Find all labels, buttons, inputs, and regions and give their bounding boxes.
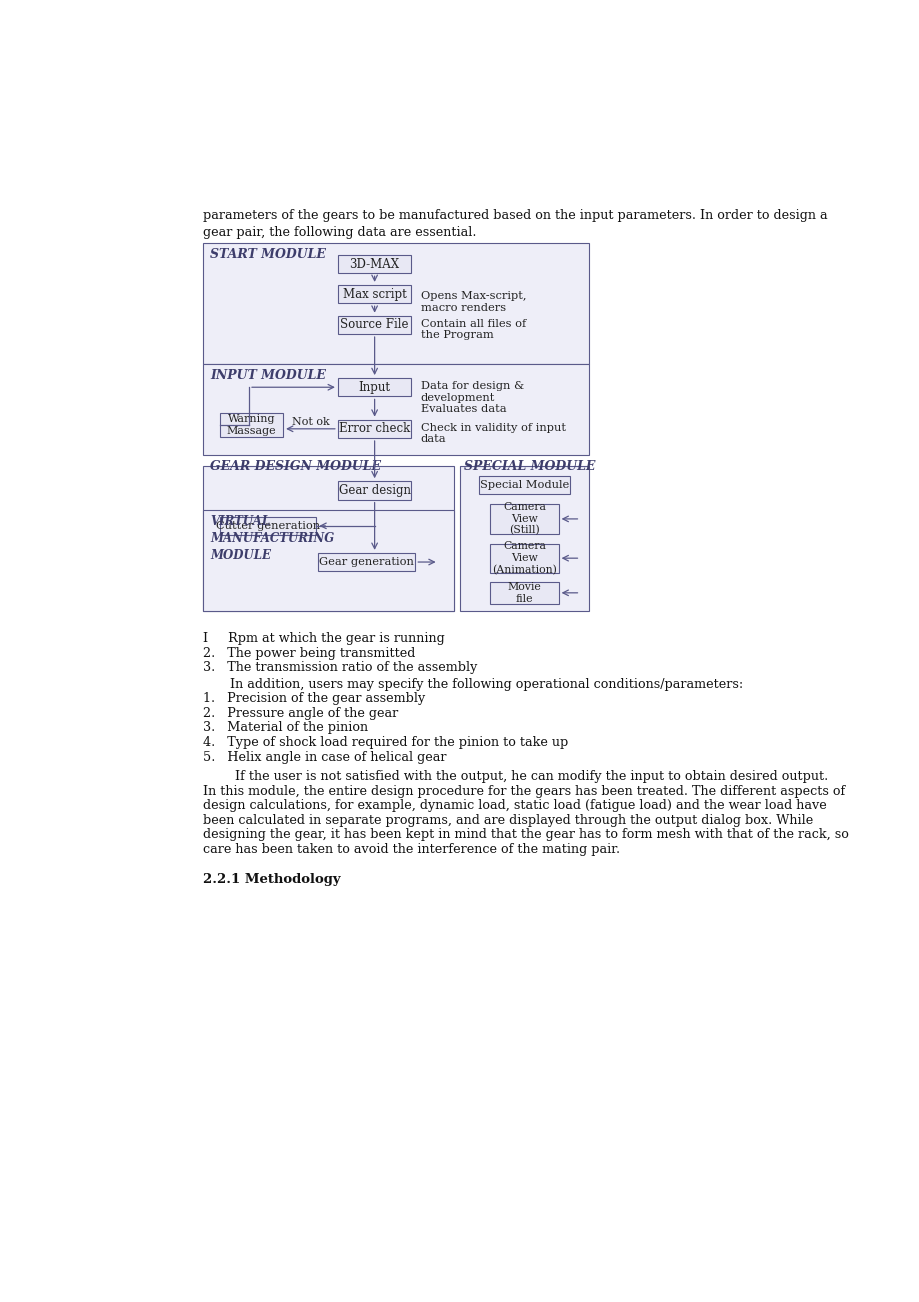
Text: Cutter generation: Cutter generation [216,521,320,531]
Text: GEAR DESIGN MODULE: GEAR DESIGN MODULE [210,460,380,473]
Text: START MODULE: START MODULE [210,247,326,260]
Text: Check in validity of input
data: Check in validity of input data [420,423,565,444]
Bar [220,413,283,437]
Text: 2.   Pressure angle of the gear: 2. Pressure angle of the gear [202,707,397,720]
Text: I     Rpm at which the gear is running: I Rpm at which the gear is running [202,631,444,644]
Bar [202,510,454,611]
Text: 1.   Precision of the gear assembly: 1. Precision of the gear assembly [202,693,425,706]
Text: 3.   The transmission ratio of the assembly: 3. The transmission ratio of the assembl… [202,661,476,674]
Bar [490,582,558,604]
Text: If the user is not satisfied with the output, he can modify the input to obtain : If the user is not satisfied with the ou… [202,769,827,783]
Text: Special Module: Special Module [480,480,569,490]
Text: gear pair, the following data are essential.: gear pair, the following data are essent… [202,225,475,238]
Text: Input: Input [358,380,391,393]
Text: Source File: Source File [340,319,408,332]
Text: Not ok: Not ok [291,417,329,427]
Bar [220,517,316,535]
Text: Gear generation: Gear generation [319,557,414,568]
Text: 2.   The power being transmitted: 2. The power being transmitted [202,647,414,660]
Bar [202,243,589,365]
Text: been calculated in separate programs, and are displayed through the output dialo: been calculated in separate programs, an… [202,814,812,827]
Bar [337,378,411,397]
Bar [490,543,558,573]
Bar [337,419,411,437]
Text: 3D-MAX: 3D-MAX [349,258,399,271]
Text: 5.   Helix angle in case of helical gear: 5. Helix angle in case of helical gear [202,751,446,764]
Text: Error check: Error check [338,422,410,435]
Text: Contain all files of
the Program: Contain all files of the Program [420,319,526,340]
Bar [337,285,411,303]
Text: Camera
View
(Animation): Camera View (Animation) [492,542,556,575]
Text: Max script: Max script [343,288,406,301]
Text: 4.   Type of shock load required for the pinion to take up: 4. Type of shock load required for the p… [202,736,567,749]
Text: Data for design &
development
Evaluates data: Data for design & development Evaluates … [420,381,524,414]
Text: In addition, users may specify the following operational conditions/parameters:: In addition, users may specify the follo… [230,677,743,690]
Text: Gear design: Gear design [338,484,410,497]
Text: In this module, the entire design procedure for the gears has been treated. The : In this module, the entire design proced… [202,785,844,798]
Bar [337,482,411,500]
Text: SPECIAL MODULE: SPECIAL MODULE [463,460,595,473]
Bar [318,553,414,572]
Text: designing the gear, it has been kept in mind that the gear has to form mesh with: designing the gear, it has been kept in … [202,828,847,841]
Text: design calculations, for example, dynamic load, static load (fatigue load) and t: design calculations, for example, dynami… [202,799,825,812]
Text: INPUT MODULE: INPUT MODULE [210,368,326,381]
Text: Opens Max-script,
macro renders: Opens Max-script, macro renders [420,290,526,312]
Text: 2.2.1 Methodology: 2.2.1 Methodology [202,874,340,887]
Text: Movie
file: Movie file [507,582,541,604]
Text: parameters of the gears to be manufactured based on the input parameters. In ord: parameters of the gears to be manufactur… [202,208,826,221]
Bar [202,466,454,611]
Bar [337,255,411,273]
Text: care has been taken to avoid the interference of the mating pair.: care has been taken to avoid the interfe… [202,844,619,857]
Bar [460,466,589,611]
Text: 3.   Material of the pinion: 3. Material of the pinion [202,721,368,734]
Text: VIRTUAL
MANUFACTURING
MODULE: VIRTUAL MANUFACTURING MODULE [210,516,335,562]
Bar [490,504,558,534]
Text: Camera
View
(Still): Camera View (Still) [503,503,546,535]
Bar [479,475,570,495]
Text: Warning
Massage: Warning Massage [226,414,276,436]
Bar [337,315,411,335]
Bar [202,365,589,454]
